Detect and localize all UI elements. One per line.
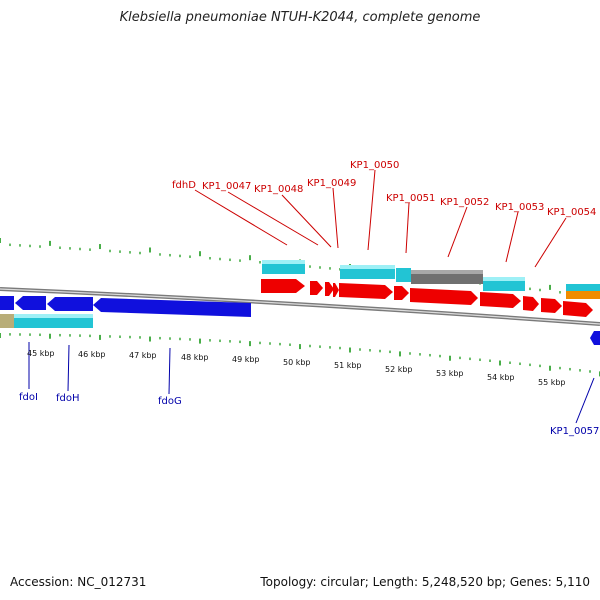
domain-box — [483, 277, 525, 281]
accession-text: Accession: NC_012731 — [10, 575, 147, 589]
reverse-gene — [590, 331, 600, 345]
domain-box — [566, 284, 600, 292]
gene-label-kp1-0051: KP1_0051 — [386, 193, 435, 204]
gene-label-kp1-0050: KP1_0050 — [350, 160, 399, 171]
domain-box — [0, 314, 14, 328]
gene-label-fdoh: fdoH — [56, 393, 80, 404]
genome-stats-text: Topology: circular; Length: 5,248,520 bp… — [260, 575, 590, 589]
forward-gene — [563, 301, 593, 317]
gene-label-kp1-0048: KP1_0048 — [254, 184, 303, 195]
domain-box — [262, 260, 305, 264]
kbp-label: 49 kbp — [232, 355, 260, 364]
gene-label-kp1-0053: KP1_0053 — [495, 202, 544, 213]
domain-box — [14, 314, 93, 318]
reverse-leader-lines — [28, 342, 595, 424]
kbp-label: 47 kbp — [129, 351, 157, 360]
lower-tick-row — [0, 333, 600, 377]
kbp-label: 53 kbp — [436, 369, 464, 378]
domain-box — [411, 270, 483, 274]
kbp-axis-labels: 45 kbp 46 kbp 47 kbp 48 kbp 49 kbp 50 kb… — [27, 349, 566, 387]
kbp-label: 51 kbp — [334, 361, 362, 370]
genome-backbone-highlight — [0, 288, 600, 325]
kbp-label: 45 kbp — [27, 349, 55, 358]
forward-leader-lines — [194, 169, 567, 268]
domain-box — [340, 265, 395, 269]
kbp-label: 54 kbp — [487, 373, 515, 382]
gene-label-kp1-0049: KP1_0049 — [307, 178, 356, 189]
genome-title: Klebsiella pneumoniae NTUH-K2044, comple… — [119, 10, 481, 25]
kbp-label: 50 kbp — [283, 358, 311, 367]
reverse-gene — [93, 298, 251, 317]
forward-gene — [310, 281, 323, 295]
forward-gene — [410, 288, 478, 305]
forward-gene-labels: fdhD KP1_0047 KP1_0048 KP1_0049 KP1_0050… — [172, 160, 596, 218]
forward-gene — [480, 292, 521, 308]
forward-gene — [523, 296, 539, 311]
forward-gene — [339, 283, 393, 299]
gene-label-kp1-0047: KP1_0047 — [202, 181, 251, 192]
gene-label-kp1-0052: KP1_0052 — [440, 197, 489, 208]
reverse-gene — [15, 296, 46, 310]
reverse-gene — [47, 297, 93, 311]
forward-gene — [325, 282, 334, 296]
gene-label-kp1-0054: KP1_0054 — [547, 207, 596, 218]
gene-label-fdoi: fdoI — [19, 392, 38, 403]
forward-gene — [261, 279, 305, 293]
gene-label-fdhd: fdhD — [172, 180, 196, 191]
forward-gene — [541, 298, 562, 313]
kbp-label: 52 kbp — [385, 365, 413, 374]
kbp-label: 48 kbp — [181, 353, 209, 362]
kbp-label: 46 kbp — [78, 350, 106, 359]
kbp-label: 55 kbp — [538, 378, 566, 387]
forward-gene — [394, 286, 409, 300]
gene-label-fdog: fdoG — [158, 396, 182, 407]
reverse-gene — [0, 296, 14, 310]
gene-label-kp1-0057: KP1_0057 — [550, 426, 599, 437]
reverse-gene-labels: fdoI fdoH fdoG KP1_0057 — [19, 392, 599, 437]
forward-gene — [333, 283, 339, 297]
domain-box — [566, 291, 600, 299]
domain-box — [396, 268, 411, 282]
